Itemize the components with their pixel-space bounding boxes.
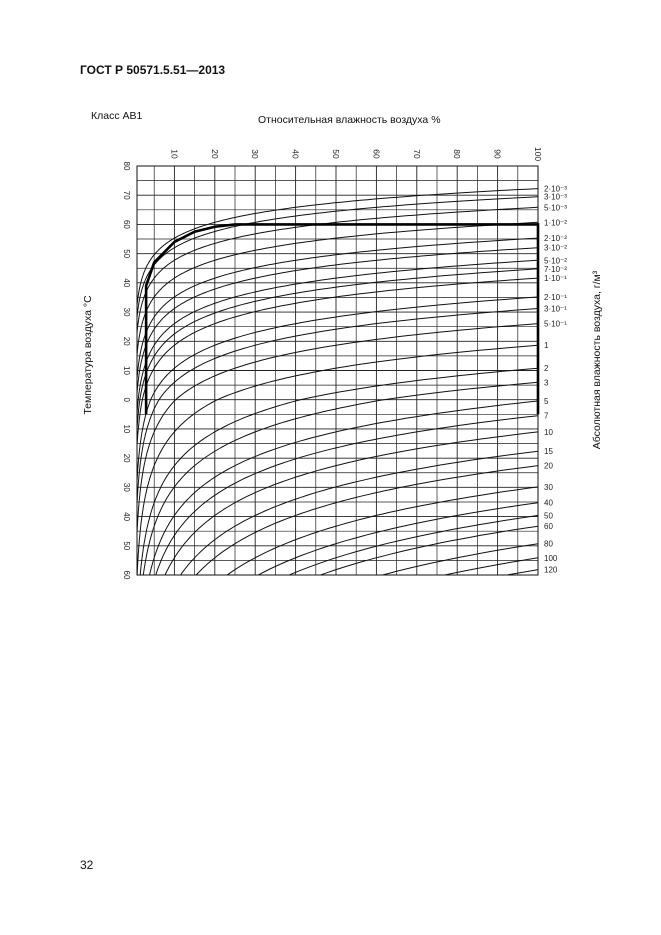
absolute-humidity-curve [139, 367, 538, 575]
absolute-humidity-curve [380, 543, 538, 575]
absolute-humidity-curve [137, 196, 538, 323]
absolute-humidity-curve [288, 514, 538, 575]
y2-tick-label: 5·10⁻² [544, 256, 567, 265]
absolute-humidity-curve [137, 323, 538, 545]
x-tick-label: 30 [250, 149, 260, 159]
y2-tick-label: 7·10⁻² [544, 265, 567, 274]
y-tick-label: 40 [122, 278, 131, 287]
absolute-humidity-curve [148, 400, 538, 575]
absolute-humidity-curve [137, 259, 538, 423]
y-tick-label: 10 [122, 424, 131, 433]
absolute-humidity-curve [503, 569, 538, 575]
absolute-humidity-curve [226, 486, 538, 575]
x-tick-label: 50 [331, 149, 341, 159]
absolute-humidity-curve [137, 188, 538, 311]
absolute-humidity-curve [137, 206, 538, 339]
y2-tick-label: 15 [544, 447, 553, 456]
y2-tick-label: 2 [544, 364, 549, 373]
y2-tick-label: 5·10⁻³ [544, 203, 567, 212]
absolute-humidity-curve [137, 221, 538, 362]
y2-tick-label: 3·10⁻² [544, 244, 567, 253]
y2-tick-label: 100 [544, 554, 558, 563]
y-tick-label: 10 [122, 366, 131, 375]
y2-tick-label: 120 [544, 566, 558, 575]
absolute-humidity-curve [195, 465, 538, 575]
page-number: 32 [80, 858, 94, 872]
document-id: ГОСТ Р 50571.5.51—2013 [80, 63, 226, 77]
y2-tick-label: 80 [544, 540, 553, 549]
y2-tick-label: 5·10⁻¹ [544, 320, 567, 329]
y2-tick-label: 1·10⁻² [544, 218, 567, 227]
y-tick-label: 50 [122, 541, 131, 550]
x-tick-label: 40 [291, 149, 301, 159]
y2-tick-label: 40 [544, 499, 553, 508]
x-axis-title: Относительная влажность воздуха % [258, 114, 441, 126]
absolute-humidity-curve [180, 450, 538, 575]
x-tick-label: 90 [493, 149, 503, 159]
x-tick-label: 10 [169, 149, 179, 159]
absolute-humidity-curve [155, 415, 538, 575]
y2-tick-label: 50 [544, 511, 553, 520]
absolute-humidity-curve [137, 277, 538, 456]
class-ab1-boundary [144, 223, 540, 415]
y-tick-label: 40 [122, 512, 131, 521]
absolute-humidity-curve [442, 557, 538, 575]
y2-tick-label: 10 [544, 428, 553, 437]
y2-tick-label: 1 [544, 341, 549, 350]
class-label: Класс АВ1 [91, 110, 143, 122]
y-tick-label: 60 [122, 571, 131, 580]
y2-tick-label: 20 [544, 462, 553, 471]
y-tick-label: 50 [122, 249, 131, 258]
absolute-humidity-curve [137, 237, 538, 386]
x-tick-label: 100 [533, 147, 543, 161]
y2-tick-label: 3 [544, 378, 549, 387]
y-tick-label: 30 [122, 308, 131, 317]
y-tick-label: 60 [122, 220, 131, 229]
absolute-humidity-curve [137, 247, 538, 400]
absolute-humidity-curve [137, 296, 538, 492]
y2-tick-label: 3·10⁻¹ [544, 305, 567, 314]
x-tick-label: 80 [452, 149, 462, 159]
absolute-humidity-curve [137, 268, 538, 438]
absolute-humidity-curve [318, 525, 538, 575]
y-tick-label: 80 [122, 162, 131, 171]
absolute-humidity-curve [257, 502, 538, 575]
y2-tick-label: 60 [544, 522, 553, 531]
y-tick-label: 30 [122, 483, 131, 492]
y2-tick-label: 2·10⁻¹ [544, 293, 567, 302]
y2-tick-label: 2·10⁻² [544, 234, 567, 243]
y2-tick-label: 3·10⁻³ [544, 193, 567, 202]
y2-tick-label: 5 [544, 397, 549, 406]
y2-tick-label: 7 [544, 412, 549, 421]
absolute-humidity-curve [164, 431, 538, 575]
y-tick-label: 70 [122, 191, 131, 200]
x-tick-label: 70 [412, 149, 422, 159]
x-tick-label: 60 [371, 149, 381, 159]
absolute-humidity-curve [137, 344, 538, 575]
y-tick-label: 20 [122, 337, 131, 346]
humidity-curves [137, 188, 538, 575]
y2-tick-label: 1·10⁻¹ [544, 274, 567, 283]
absolute-humidity-curve [137, 308, 538, 514]
y2-tick-label: 30 [544, 483, 553, 492]
y2-tick-label: 2·10⁻³ [544, 185, 567, 194]
absolute-humidity-curve [142, 381, 538, 575]
x-tick-label: 20 [210, 149, 220, 159]
y-tick-label: 0 [122, 397, 131, 402]
y-tick-label: 20 [122, 454, 131, 463]
